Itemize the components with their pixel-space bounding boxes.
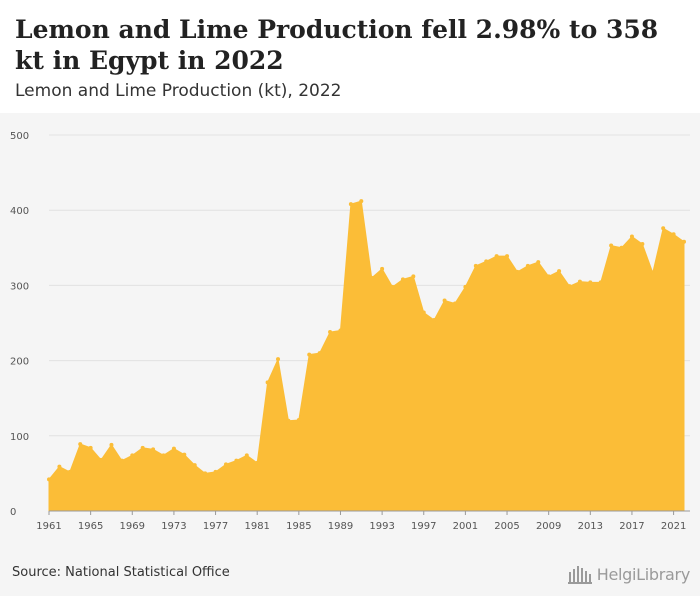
source-note: Source: National Statistical Office bbox=[12, 565, 230, 580]
data-point-1989 bbox=[338, 328, 343, 333]
brand-logo: HelgiLibrary bbox=[567, 561, 690, 587]
data-point-1998 bbox=[432, 317, 437, 322]
x-tick-label: 2013 bbox=[578, 521, 603, 532]
data-point-2010 bbox=[557, 269, 562, 274]
data-point-2001 bbox=[463, 284, 468, 289]
data-point-2005 bbox=[505, 254, 510, 259]
data-point-2000 bbox=[452, 301, 457, 306]
data-point-2002 bbox=[473, 263, 478, 268]
y-tick-label: 300 bbox=[10, 281, 29, 292]
data-point-1969 bbox=[130, 453, 135, 458]
data-point-1966 bbox=[99, 457, 104, 462]
x-tick-label: 1977 bbox=[203, 521, 228, 532]
data-point-1985 bbox=[296, 418, 301, 423]
data-point-2004 bbox=[494, 254, 499, 259]
data-point-1992 bbox=[369, 275, 374, 280]
data-point-1996 bbox=[411, 274, 416, 279]
data-point-1978 bbox=[223, 462, 228, 467]
data-point-2021 bbox=[671, 232, 676, 237]
data-point-2009 bbox=[546, 274, 551, 279]
data-point-1974 bbox=[182, 452, 187, 457]
page-title: Lemon and Lime Production fell 2.98% to … bbox=[15, 15, 659, 75]
data-point-2003 bbox=[484, 259, 489, 264]
x-axis: 1961 1965 1969 1973 1977 1981 1985 1989 1993 1997… bbox=[36, 510, 690, 532]
data-point-2006 bbox=[515, 269, 520, 274]
data-point-2019 bbox=[650, 270, 655, 275]
x-tick-label: 2021 bbox=[661, 521, 686, 532]
data-point-1980 bbox=[244, 453, 249, 458]
x-tick-label: 1985 bbox=[286, 521, 311, 532]
data-point-1986 bbox=[307, 352, 312, 357]
data-point-1963 bbox=[67, 469, 72, 474]
y-tick-label: 100 bbox=[10, 432, 29, 443]
data-point-2007 bbox=[525, 263, 530, 268]
data-point-1968 bbox=[119, 458, 124, 463]
data-point-2012 bbox=[577, 279, 582, 284]
series-area bbox=[48, 200, 685, 512]
brand-name: HelgiLibrary bbox=[596, 564, 691, 584]
data-point-2022 bbox=[682, 239, 686, 244]
data-point-1994 bbox=[390, 284, 395, 289]
x-tick-label: 1997 bbox=[411, 521, 436, 532]
data-point-2018 bbox=[640, 242, 645, 247]
y-tick-label: 500 bbox=[10, 131, 29, 142]
data-point-1972 bbox=[161, 453, 166, 458]
y-tick-label: 400 bbox=[10, 206, 29, 217]
data-point-1964 bbox=[78, 442, 83, 447]
data-point-1997 bbox=[421, 310, 426, 315]
data-point-1990 bbox=[348, 202, 353, 207]
data-point-1979 bbox=[234, 458, 239, 463]
x-tick-label: 1981 bbox=[244, 521, 269, 532]
data-point-1970 bbox=[140, 445, 145, 450]
data-point-2008 bbox=[536, 260, 541, 265]
footer: Source: National Statistical Office Helg… bbox=[0, 555, 700, 596]
area-chart: 0 100 200 300 400 500 1961 1965 1969 1973 1977 198… bbox=[10, 131, 690, 532]
data-point-2020 bbox=[661, 226, 666, 231]
data-point-2017 bbox=[629, 234, 634, 239]
header: Lemon and Lime Production fell 2.98% to … bbox=[0, 0, 700, 113]
data-point-1983 bbox=[276, 357, 281, 362]
data-point-1982 bbox=[265, 380, 270, 385]
data-point-1973 bbox=[171, 446, 176, 451]
data-point-2011 bbox=[567, 284, 572, 289]
data-point-1993 bbox=[380, 266, 385, 271]
x-tick-label: 1961 bbox=[36, 521, 61, 532]
data-point-1981 bbox=[255, 460, 260, 465]
data-point-1975 bbox=[192, 463, 197, 468]
data-point-1961 bbox=[47, 477, 51, 482]
data-point-1991 bbox=[359, 199, 364, 204]
x-tick-label: 1965 bbox=[78, 521, 103, 532]
data-point-1984 bbox=[286, 418, 291, 423]
data-point-2015 bbox=[609, 243, 614, 248]
data-point-2014 bbox=[598, 280, 603, 285]
x-tick-label: 1989 bbox=[328, 521, 353, 532]
x-tick-label: 2005 bbox=[494, 521, 519, 532]
chart-area: 0 100 200 300 400 500 1961 1965 1969 1973 1977 198… bbox=[0, 113, 700, 555]
data-point-1999 bbox=[442, 298, 447, 303]
y-tick-label: 0 bbox=[10, 507, 16, 518]
x-tick-label: 2017 bbox=[619, 521, 644, 532]
y-tick-label: 200 bbox=[10, 357, 29, 368]
data-point-2013 bbox=[588, 280, 593, 285]
x-tick-label: 2001 bbox=[453, 521, 478, 532]
library-building-icon bbox=[567, 566, 592, 584]
data-point-1967 bbox=[109, 442, 114, 447]
data-point-1977 bbox=[213, 469, 218, 474]
data-point-2016 bbox=[619, 245, 624, 250]
data-point-1988 bbox=[328, 330, 333, 335]
x-tick-label: 1969 bbox=[120, 521, 145, 532]
y-axis: 0 100 200 300 400 500 bbox=[10, 131, 29, 518]
data-point-1962 bbox=[57, 464, 62, 469]
x-tick-label: 2009 bbox=[536, 521, 561, 532]
x-tick-label: 1993 bbox=[369, 521, 394, 532]
data-point-1976 bbox=[203, 471, 208, 476]
data-point-1987 bbox=[317, 351, 322, 356]
data-point-1995 bbox=[400, 277, 405, 282]
chart-subtitle: Lemon and Lime Production (kt), 2022 bbox=[15, 81, 342, 101]
data-point-1971 bbox=[151, 447, 156, 452]
data-points bbox=[47, 199, 686, 482]
x-tick-label: 1973 bbox=[161, 521, 186, 532]
data-point-1965 bbox=[88, 445, 93, 450]
